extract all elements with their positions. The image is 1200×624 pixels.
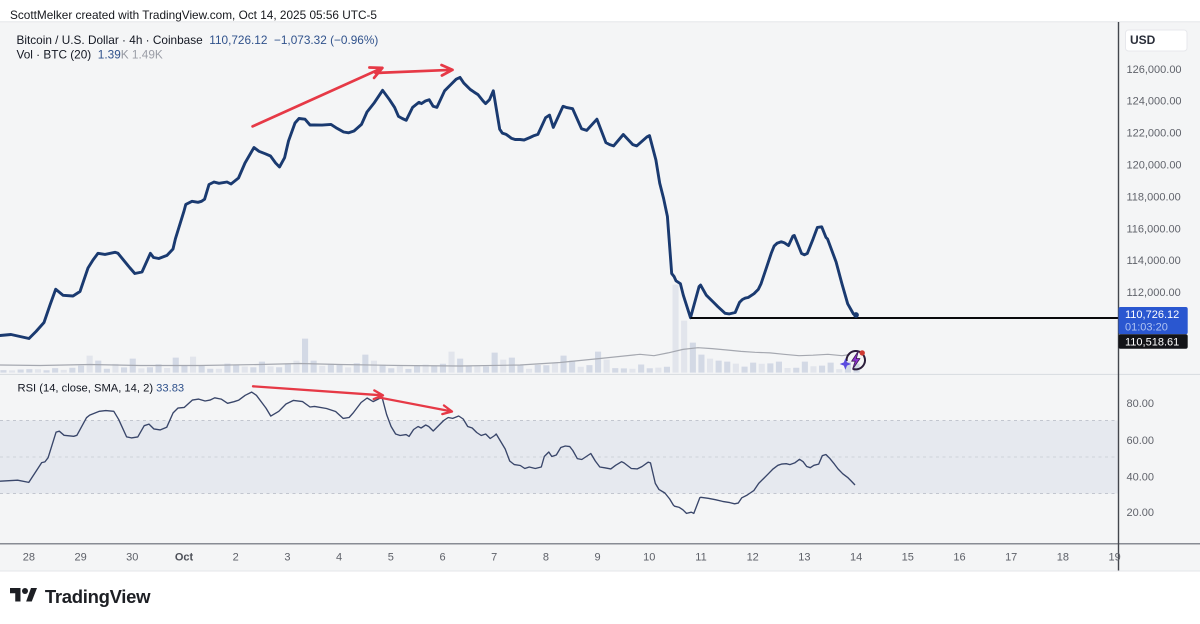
svg-text:122,000.00: 122,000.00 (1127, 128, 1182, 140)
svg-text:112,000.00: 112,000.00 (1127, 287, 1181, 299)
svg-text:4: 4 (336, 551, 342, 563)
svg-text:13: 13 (798, 551, 810, 563)
svg-text:10: 10 (643, 551, 655, 563)
svg-text:01:03:20: 01:03:20 (1125, 322, 1168, 334)
svg-text:6: 6 (439, 551, 445, 563)
svg-text:14: 14 (850, 551, 862, 563)
svg-text:12: 12 (747, 551, 759, 563)
svg-text:7: 7 (491, 551, 497, 563)
svg-text:USD: USD (1130, 33, 1156, 47)
svg-text:9: 9 (595, 551, 601, 563)
svg-text:Vol · BTC (20) 1.39K 1.49K: Vol · BTC (20) 1.39K 1.49K (17, 47, 163, 61)
svg-text:114,000.00: 114,000.00 (1127, 255, 1181, 267)
svg-text:11: 11 (695, 551, 706, 563)
svg-text:2: 2 (233, 551, 239, 563)
svg-text:60.00: 60.00 (1127, 435, 1155, 447)
svg-text:120,000.00: 120,000.00 (1127, 160, 1182, 172)
svg-text:124,000.00: 124,000.00 (1127, 96, 1182, 108)
svg-text:29: 29 (74, 551, 86, 563)
svg-text:5: 5 (388, 551, 394, 563)
svg-text:18: 18 (1057, 551, 1069, 563)
svg-text:3: 3 (284, 551, 290, 563)
svg-text:16: 16 (953, 551, 965, 563)
svg-text:80.00: 80.00 (1127, 398, 1155, 410)
svg-text:126,000.00: 126,000.00 (1127, 64, 1182, 76)
svg-text:RSI (14, close, SMA, 14, 2) 33: RSI (14, close, SMA, 14, 2) 33.83 (18, 383, 185, 395)
svg-text:Oct: Oct (175, 551, 194, 563)
svg-text:30: 30 (126, 551, 138, 563)
svg-text:116,000.00: 116,000.00 (1127, 223, 1181, 235)
svg-text:19: 19 (1108, 551, 1120, 563)
svg-text:40.00: 40.00 (1127, 471, 1155, 483)
svg-text:118,000.00: 118,000.00 (1127, 191, 1181, 203)
svg-text:TradingView: TradingView (45, 586, 151, 607)
svg-text:17: 17 (1005, 551, 1017, 563)
svg-text:Bitcoin / U.S. Dollar · 4h · C: Bitcoin / U.S. Dollar · 4h · Coinbase 11… (17, 33, 379, 47)
svg-text:20.00: 20.00 (1127, 507, 1155, 519)
svg-text:110,518.61: 110,518.61 (1125, 336, 1179, 348)
svg-text:8: 8 (543, 551, 549, 563)
svg-text:110,726.12: 110,726.12 (1125, 309, 1179, 321)
svg-text:28: 28 (23, 551, 35, 563)
svg-text:15: 15 (902, 551, 914, 563)
